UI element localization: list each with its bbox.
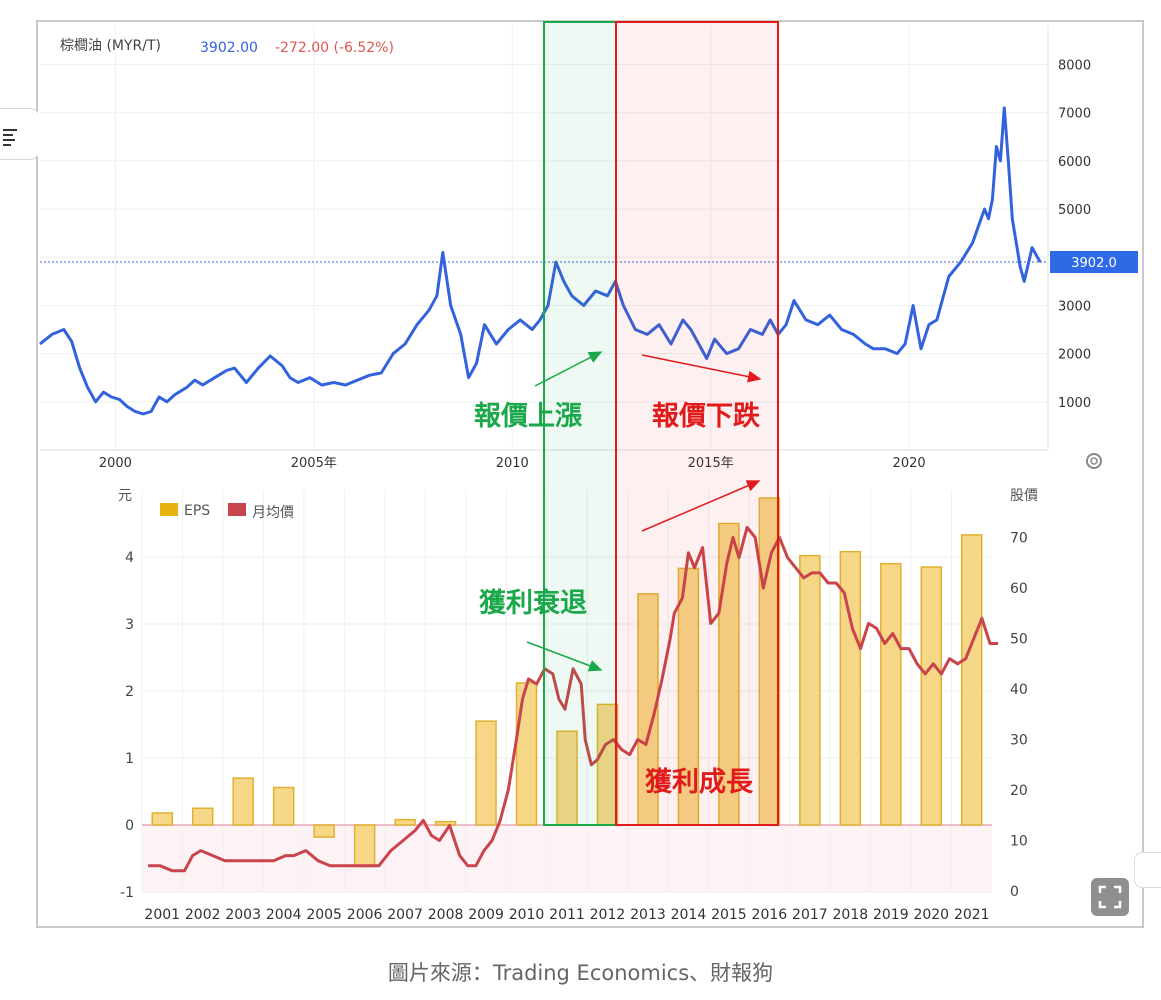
eps-bar <box>232 777 254 826</box>
eps-bar <box>920 566 943 826</box>
last-value: 3902.00 <box>200 40 258 56</box>
eps-bar <box>313 824 335 838</box>
expand-fullscreen-icon[interactable] <box>1091 878 1129 916</box>
legend-eps-label: EPS <box>184 503 210 519</box>
y-tick-label: 6000 <box>1058 155 1091 170</box>
x-tick-label: 2011 <box>549 907 585 923</box>
left-tick-label: 2 <box>125 684 134 700</box>
eps-bar <box>394 818 416 826</box>
x-tick-label: 2016 <box>752 907 788 923</box>
x-tick-label: 2014 <box>671 907 707 923</box>
price-up-label: 報價上漲 <box>474 401 583 432</box>
left-tick-label: 4 <box>125 550 134 566</box>
legend-eps-swatch <box>160 503 178 516</box>
profit-growth-label: 獲利成長 <box>645 767 754 798</box>
left-tick-label: -1 <box>120 885 134 901</box>
x-tick-label: 2012 <box>590 907 626 923</box>
x-tick-label: 2005 <box>306 907 342 923</box>
settings-gear-icon[interactable] <box>1086 453 1102 469</box>
x-tick-label: 2001 <box>144 907 180 923</box>
palm-oil-chart: 10002000300040005000600070008000 2000200… <box>38 24 1140 476</box>
profit-growth-arrow <box>641 480 761 532</box>
x-tick-label: 2009 <box>468 907 504 923</box>
eps-price-chart: -1 0 1 2 3 4 0 10 20 30 40 50 60 70 2001 2002 2003 2004… <box>95 478 1057 926</box>
profit-decline-arrow <box>526 641 603 672</box>
series-title: 棕櫚油 (MYR/T) <box>60 38 161 54</box>
right-tick-label: 50 <box>1010 632 1028 648</box>
price-up-highlight-box <box>543 21 617 826</box>
x-tick-label: 2010 <box>509 907 545 923</box>
price-down-highlight-box <box>615 21 779 826</box>
eps-bar <box>434 820 457 826</box>
eps-bar <box>191 807 214 826</box>
palm-oil-price-line <box>39 106 1042 416</box>
y-tick-label: 8000 <box>1058 59 1091 74</box>
y-tick-label: 5000 <box>1058 203 1091 218</box>
eps-bar <box>961 534 983 826</box>
eps-bar <box>151 812 173 826</box>
profit-decline-label: 獲利衰退 <box>479 587 587 619</box>
eps-bar <box>799 554 821 826</box>
last-value-badge: 3902.0 <box>1050 250 1138 273</box>
x-tick-label: 2020 <box>913 907 949 923</box>
x-tick-label: 2004 <box>266 907 302 923</box>
eps-bar <box>353 824 376 868</box>
y-tick-label: 1000 <box>1058 396 1091 411</box>
left-tick-label: 0 <box>125 818 134 834</box>
eps-bar <box>272 786 295 826</box>
monthly-price-line <box>148 525 999 873</box>
price-down-arrow <box>641 354 762 383</box>
x-tick-label: 2019 <box>873 907 909 923</box>
last-value-badge-text: 3902.0 <box>1071 256 1117 271</box>
eps-bar <box>515 682 538 826</box>
x-tick-label: 2017 <box>792 907 828 923</box>
x-tick-label: 2010 <box>496 456 529 471</box>
right-tick-label: 10 <box>1010 834 1028 850</box>
x-tick-label: 2015 <box>711 907 747 923</box>
right-tick-label: 40 <box>1010 682 1028 698</box>
x-tick-label: 2020 <box>893 456 926 471</box>
right-tick-label: 70 <box>1010 531 1028 547</box>
x-tick-label: 2021 <box>954 907 990 923</box>
left-axis-title: 元 <box>118 488 132 504</box>
x-tick-label: 2007 <box>387 907 423 923</box>
negative-eps-area <box>142 825 992 892</box>
legend-price-label: 月均價 <box>252 504 294 521</box>
legend: EPS 月均價 <box>160 503 294 521</box>
x-tick-label: 2015年 <box>688 456 734 471</box>
left-tick-label: 3 <box>125 617 134 633</box>
price-up-arrow <box>534 351 603 387</box>
x-tick-label: 2008 <box>428 907 464 923</box>
y-tick-label: 3000 <box>1058 299 1091 314</box>
image-caption: 圖片來源：Trading Economics、財報狗 <box>387 961 774 985</box>
x-tick-label: 2006 <box>347 907 383 923</box>
side-tab[interactable] <box>1134 852 1161 888</box>
right-axis-title: 股價 <box>1010 487 1038 504</box>
y-tick-label: 7000 <box>1058 107 1091 122</box>
right-tick-label: 20 <box>1010 783 1028 799</box>
right-tick-label: 30 <box>1010 733 1028 749</box>
change-value: -272.00 (-6.52%) <box>275 40 394 56</box>
eps-bar <box>475 720 497 826</box>
x-tick-label: 2002 <box>185 907 221 923</box>
legend-price-swatch <box>228 503 246 516</box>
left-tick-label: 1 <box>125 751 134 767</box>
x-tick-label: 2013 <box>630 907 666 923</box>
x-tick-label: 2005年 <box>291 456 337 471</box>
eps-bar <box>880 562 902 826</box>
right-tick-label: 0 <box>1010 884 1019 900</box>
price-down-label: 報價下跌 <box>652 401 760 432</box>
right-tick-label: 60 <box>1010 581 1028 597</box>
y-tick-label: 2000 <box>1058 348 1091 363</box>
x-tick-label: 2000 <box>99 456 132 471</box>
x-tick-label: 2018 <box>833 907 869 923</box>
menu-icon[interactable] <box>0 108 40 160</box>
x-tick-label: 2003 <box>225 907 261 923</box>
eps-bar <box>839 550 862 826</box>
